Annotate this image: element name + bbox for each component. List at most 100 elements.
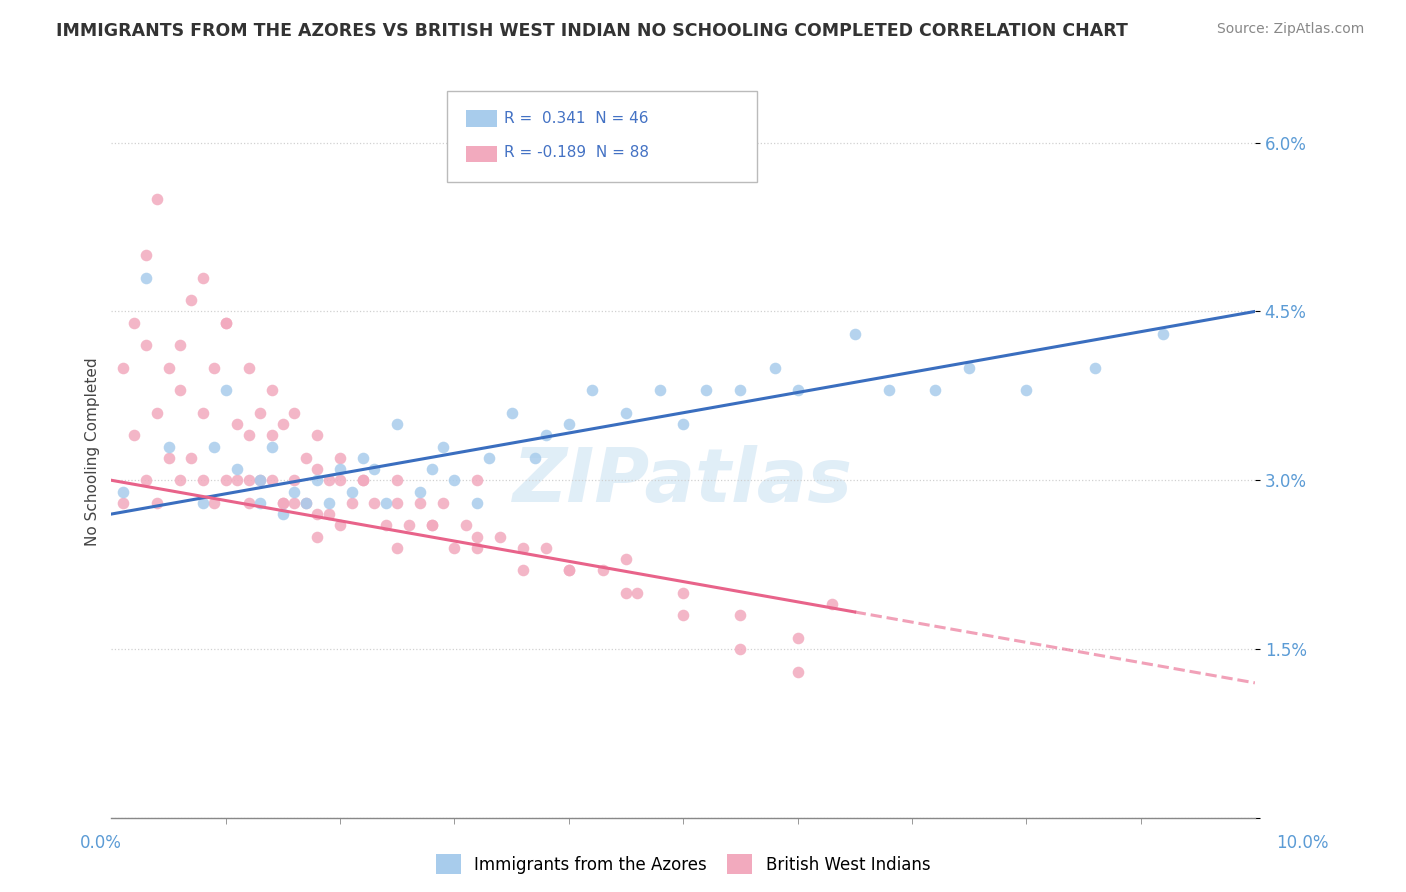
Point: [202, 360, 225, 375]
Point: [398, 518, 420, 533]
Point: [260, 428, 283, 442]
Point: [307, 507, 329, 521]
Point: [271, 417, 294, 431]
Y-axis label: No Schooling Completed: No Schooling Completed: [86, 358, 100, 547]
Text: IMMIGRANTS FROM THE AZORES VS BRITISH WEST INDIAN NO SCHOOLING COMPLETED CORRELA: IMMIGRANTS FROM THE AZORES VS BRITISH WE…: [56, 22, 1128, 40]
Point: [465, 473, 488, 487]
Point: [329, 518, 352, 533]
Text: ZIPatlas: ZIPatlas: [513, 445, 853, 518]
Point: [592, 563, 614, 577]
Point: [215, 473, 238, 487]
Point: [238, 428, 260, 442]
Point: [581, 383, 603, 397]
Point: [260, 383, 283, 397]
Point: [730, 642, 752, 657]
Point: [215, 383, 238, 397]
Point: [191, 270, 214, 285]
Point: [432, 440, 454, 454]
Point: [135, 248, 157, 262]
Point: [283, 406, 305, 420]
Point: [489, 530, 512, 544]
Point: [169, 338, 191, 352]
Point: [763, 360, 786, 375]
Point: [672, 586, 695, 600]
Point: [650, 383, 672, 397]
Text: 0.0%: 0.0%: [80, 834, 122, 852]
Point: [924, 383, 946, 397]
Point: [387, 417, 409, 431]
Point: [124, 428, 146, 442]
Point: [454, 518, 477, 533]
Point: [146, 192, 169, 206]
Point: [135, 338, 157, 352]
Point: [730, 383, 752, 397]
Point: [409, 484, 432, 499]
Point: [307, 428, 329, 442]
Point: [124, 316, 146, 330]
Point: [443, 541, 465, 555]
Point: [465, 541, 488, 555]
Point: [271, 496, 294, 510]
Point: [786, 383, 808, 397]
Point: [169, 383, 191, 397]
Point: [501, 406, 523, 420]
Point: [249, 473, 271, 487]
Legend: Immigrants from the Azores, British West Indians: Immigrants from the Azores, British West…: [427, 846, 939, 883]
Point: [215, 316, 238, 330]
Point: [157, 440, 180, 454]
Point: [1152, 326, 1174, 341]
Point: [295, 450, 318, 465]
Point: [420, 462, 443, 476]
Point: [260, 473, 283, 487]
Point: [191, 406, 214, 420]
Point: [238, 496, 260, 510]
Point: [443, 473, 465, 487]
Point: [786, 665, 808, 679]
Point: [432, 496, 454, 510]
Point: [387, 496, 409, 510]
Point: [465, 496, 488, 510]
Point: [821, 597, 844, 611]
Point: [1015, 383, 1038, 397]
Point: [558, 563, 581, 577]
Point: [1084, 360, 1107, 375]
Point: [295, 496, 318, 510]
Point: [226, 462, 249, 476]
Point: [340, 484, 363, 499]
Point: [215, 316, 238, 330]
Text: R =  0.341  N = 46: R = 0.341 N = 46: [503, 112, 648, 127]
Point: [387, 473, 409, 487]
Point: [307, 473, 329, 487]
Point: [202, 440, 225, 454]
Point: [283, 484, 305, 499]
Point: [307, 462, 329, 476]
Point: [512, 563, 534, 577]
Point: [318, 507, 340, 521]
Point: [249, 473, 271, 487]
Point: [318, 473, 340, 487]
Point: [135, 473, 157, 487]
Point: [146, 406, 169, 420]
Point: [877, 383, 900, 397]
Point: [283, 496, 305, 510]
Point: [387, 541, 409, 555]
Point: [180, 293, 202, 308]
Point: [307, 530, 329, 544]
Point: [534, 541, 557, 555]
Point: [111, 496, 134, 510]
Point: [111, 484, 134, 499]
Point: [191, 496, 214, 510]
Point: [614, 406, 637, 420]
Point: [329, 450, 352, 465]
Point: [329, 462, 352, 476]
Point: [238, 473, 260, 487]
Point: [249, 406, 271, 420]
Point: [614, 586, 637, 600]
Point: [844, 326, 866, 341]
Point: [363, 462, 385, 476]
Point: [512, 541, 534, 555]
Point: [340, 496, 363, 510]
Point: [626, 586, 648, 600]
Point: [409, 496, 432, 510]
Point: [157, 450, 180, 465]
